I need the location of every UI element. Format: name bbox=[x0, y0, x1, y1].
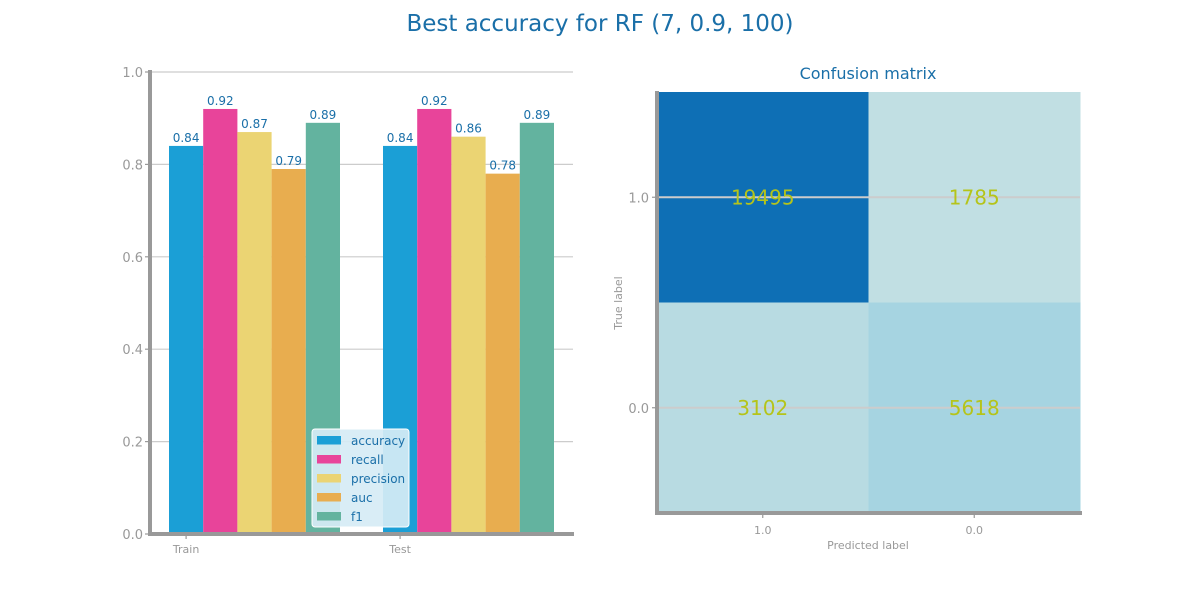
bar-accuracy-train bbox=[169, 145, 204, 535]
bar-axes bbox=[148, 70, 574, 536]
bar-data-label: 0.84 bbox=[173, 131, 200, 145]
legend-label-recall: recall bbox=[351, 453, 384, 467]
bar-y-tick-label: 0.8 bbox=[122, 158, 143, 173]
bar-f1-test bbox=[519, 122, 554, 534]
bar-data-label: 0.78 bbox=[489, 159, 516, 173]
confusion-matrix-cells bbox=[657, 92, 1081, 514]
cm-cell-label: 5618 bbox=[949, 396, 1000, 420]
confusion-matrix-y-axis-label: True label bbox=[612, 276, 625, 330]
cm-y-tick-label: 1.0 bbox=[628, 191, 649, 206]
cm-cell-label: 1785 bbox=[949, 185, 1000, 209]
bar-data-label: 0.92 bbox=[207, 94, 234, 108]
bar-y-tick-label: 0.0 bbox=[122, 528, 143, 543]
bar-auc-train bbox=[271, 169, 306, 534]
bar-y-tick-label: 0.4 bbox=[122, 343, 143, 358]
bar-data-label: 0.87 bbox=[241, 117, 268, 131]
bar-precision-train bbox=[237, 132, 272, 534]
bar-legend: accuracy recall precision auc f1 bbox=[311, 428, 410, 528]
bar-x-tick-label-test: Test bbox=[388, 543, 411, 556]
bar-data-label: 0.84 bbox=[387, 131, 414, 145]
confusion-matrix-ticks: 1.0 0.0 1.0 0.0 bbox=[628, 191, 983, 537]
legend-swatch-f1 bbox=[317, 512, 341, 521]
bar-auc-test bbox=[485, 173, 520, 534]
bar-data-label: 0.86 bbox=[455, 122, 482, 136]
legend-label-precision: precision bbox=[351, 472, 405, 486]
cm-cell-label: 19495 bbox=[731, 185, 795, 209]
bar-x-tick-label-train: Train bbox=[172, 543, 199, 556]
bar-recall-test bbox=[417, 108, 452, 535]
confusion-matrix-axes bbox=[655, 91, 1082, 515]
confusion-matrix-chart: Confusion matrix 19495 1785 3102 5618 1.0 0.… bbox=[612, 64, 1082, 552]
legend-swatch-auc bbox=[317, 493, 341, 502]
bar-legend-box bbox=[311, 428, 410, 528]
bar-data-labels: 0.84 0.92 0.87 0.79 0.89 0.84 0.92 0.86 0.78 0.89 bbox=[173, 94, 551, 173]
bar-y-tick-label: 1.0 bbox=[122, 66, 143, 81]
bar-recall-train bbox=[203, 108, 238, 535]
bar-ticks: 0.0 0.2 0.4 0.6 0.8 1.0 Train Test bbox=[122, 66, 411, 556]
figure-title: Best accuracy for RF (7, 0.9, 100) bbox=[406, 11, 793, 37]
bar-y-tick-label: 0.2 bbox=[122, 436, 143, 451]
cm-y-tick-label: 0.0 bbox=[628, 402, 649, 417]
bar-data-label: 0.89 bbox=[310, 108, 337, 122]
confusion-matrix-cell-labels: 19495 1785 3102 5618 bbox=[731, 185, 1000, 420]
legend-label-auc: auc bbox=[351, 491, 373, 505]
bar-data-label: 0.92 bbox=[421, 94, 448, 108]
legend-swatch-accuracy bbox=[317, 436, 341, 445]
cm-x-tick-label: 0.0 bbox=[966, 524, 984, 537]
bar-y-tick-label: 0.6 bbox=[122, 251, 143, 266]
legend-swatch-recall bbox=[317, 455, 341, 464]
bar-data-label: 0.79 bbox=[275, 154, 302, 168]
bar-precision-test bbox=[451, 136, 486, 534]
confusion-matrix-x-axis-label: Predicted label bbox=[827, 539, 909, 552]
cm-x-tick-label: 1.0 bbox=[754, 524, 772, 537]
cm-cell-label: 3102 bbox=[737, 396, 788, 420]
legend-label-f1: f1 bbox=[351, 510, 363, 524]
legend-label-accuracy: accuracy bbox=[351, 434, 405, 448]
bar-data-label: 0.89 bbox=[524, 108, 551, 122]
legend-swatch-precision bbox=[317, 474, 341, 483]
confusion-matrix-title: Confusion matrix bbox=[800, 64, 937, 83]
confusion-matrix-grid bbox=[657, 196, 1080, 409]
bar-chart: 0.84 0.92 0.87 0.79 0.89 0.84 0.92 0.86 0.78 0.89… bbox=[122, 66, 574, 556]
